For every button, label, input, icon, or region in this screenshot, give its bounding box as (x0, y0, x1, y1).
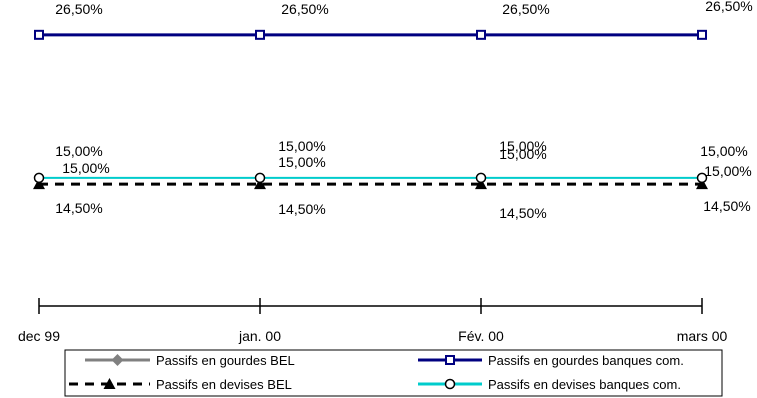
series-layer (39, 33, 702, 186)
data-label: 15,00% (278, 138, 325, 154)
legend-item: Passifs en devises banques com. (418, 377, 681, 392)
legend-label: Passifs en gourdes BEL (156, 353, 295, 368)
legend-box (64, 349, 723, 397)
data-point (696, 172, 708, 184)
x-tick-label: mars 00 (677, 328, 728, 344)
x-tick-label: dec 99 (18, 328, 60, 344)
marker-layer (33, 29, 708, 190)
data-point (476, 29, 486, 40)
legend-swatch-marker (103, 378, 116, 389)
data-point (254, 172, 266, 184)
data-point (254, 178, 266, 190)
legend-label: Passifs en devises banques com. (488, 377, 681, 392)
data-label: 15,00% (499, 146, 546, 162)
data-label: 15,00% (55, 143, 102, 159)
data-point (34, 29, 44, 40)
legend: Passifs en gourdes BEL Passifs en gourdes… (64, 349, 723, 397)
legend-item: Passifs en gourdes BEL (85, 353, 295, 368)
legend-swatch-marker (111, 354, 124, 366)
data-label: 15,00% (700, 143, 747, 159)
legend-label: Passifs en devises BEL (156, 377, 292, 392)
data-label: 15,00% (499, 138, 546, 154)
data-point (475, 172, 487, 184)
x-tick-label: Fév. 00 (458, 328, 504, 344)
legend-label: Passifs en gourdes banques com. (488, 353, 684, 368)
data-label: 14,50% (55, 200, 102, 216)
data-point (696, 178, 708, 190)
data-label: 15,00% (62, 160, 109, 176)
data-label: 15,00% (278, 154, 325, 170)
data-label: 26,50% (705, 0, 752, 14)
legend-item: Passifs en gourdes banques com. (418, 353, 684, 368)
data-point (475, 178, 487, 190)
x-axis: dec 99 jan. 00 Fév. 00 mars 00 (18, 298, 728, 344)
data-label: 26,50% (281, 1, 328, 17)
data-label: 15,00% (704, 163, 751, 179)
data-label: 26,50% (55, 1, 102, 17)
data-label: 14,50% (278, 201, 325, 217)
data-label: 26,50% (502, 1, 549, 17)
data-point (697, 29, 707, 40)
data-label: 14,50% (499, 205, 546, 221)
data-point (33, 172, 45, 184)
data-label-layer: 26,50% 26,50% 26,50% 26,50%15,00% 15,00% 15,0… (55, 0, 752, 221)
legend-item: Passifs en devises BEL (69, 377, 292, 392)
legend-swatch-marker (444, 378, 456, 390)
data-point (255, 29, 265, 40)
data-label: 14,50% (703, 198, 750, 214)
data-point (33, 178, 45, 190)
legend-swatch-marker (445, 355, 455, 365)
x-tick-label: jan. 00 (238, 328, 281, 344)
